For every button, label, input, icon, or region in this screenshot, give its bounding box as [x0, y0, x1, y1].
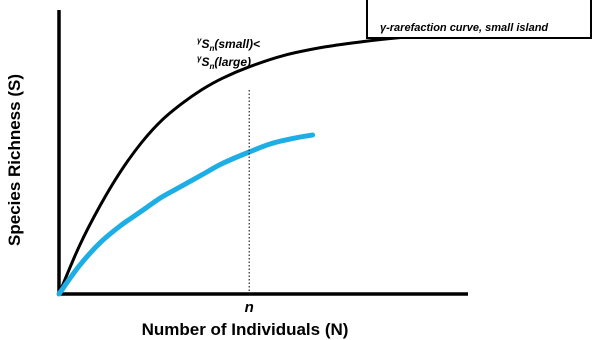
axes [57, 10, 468, 296]
y-axis-title: Species Richness (S) [5, 74, 24, 246]
series-line-0 [57, 31, 470, 296]
x-axis-title: Number of Individuals (N) [142, 320, 349, 339]
legend-box: γ-rarefaction curve, small island [366, 0, 592, 39]
marker-layer: n γSn(small)<γSn(large) [197, 36, 260, 316]
annotation-line-1: γSn(small)< [197, 36, 260, 53]
series-line-1 [56, 132, 316, 297]
legend-text: γ-rarefaction curve, small island [380, 22, 548, 34]
series-layer [56, 31, 470, 297]
n-tick-label: n [245, 299, 254, 316]
legend-frame [366, 0, 592, 39]
annotation-line-2: γSn(large) [197, 54, 251, 71]
